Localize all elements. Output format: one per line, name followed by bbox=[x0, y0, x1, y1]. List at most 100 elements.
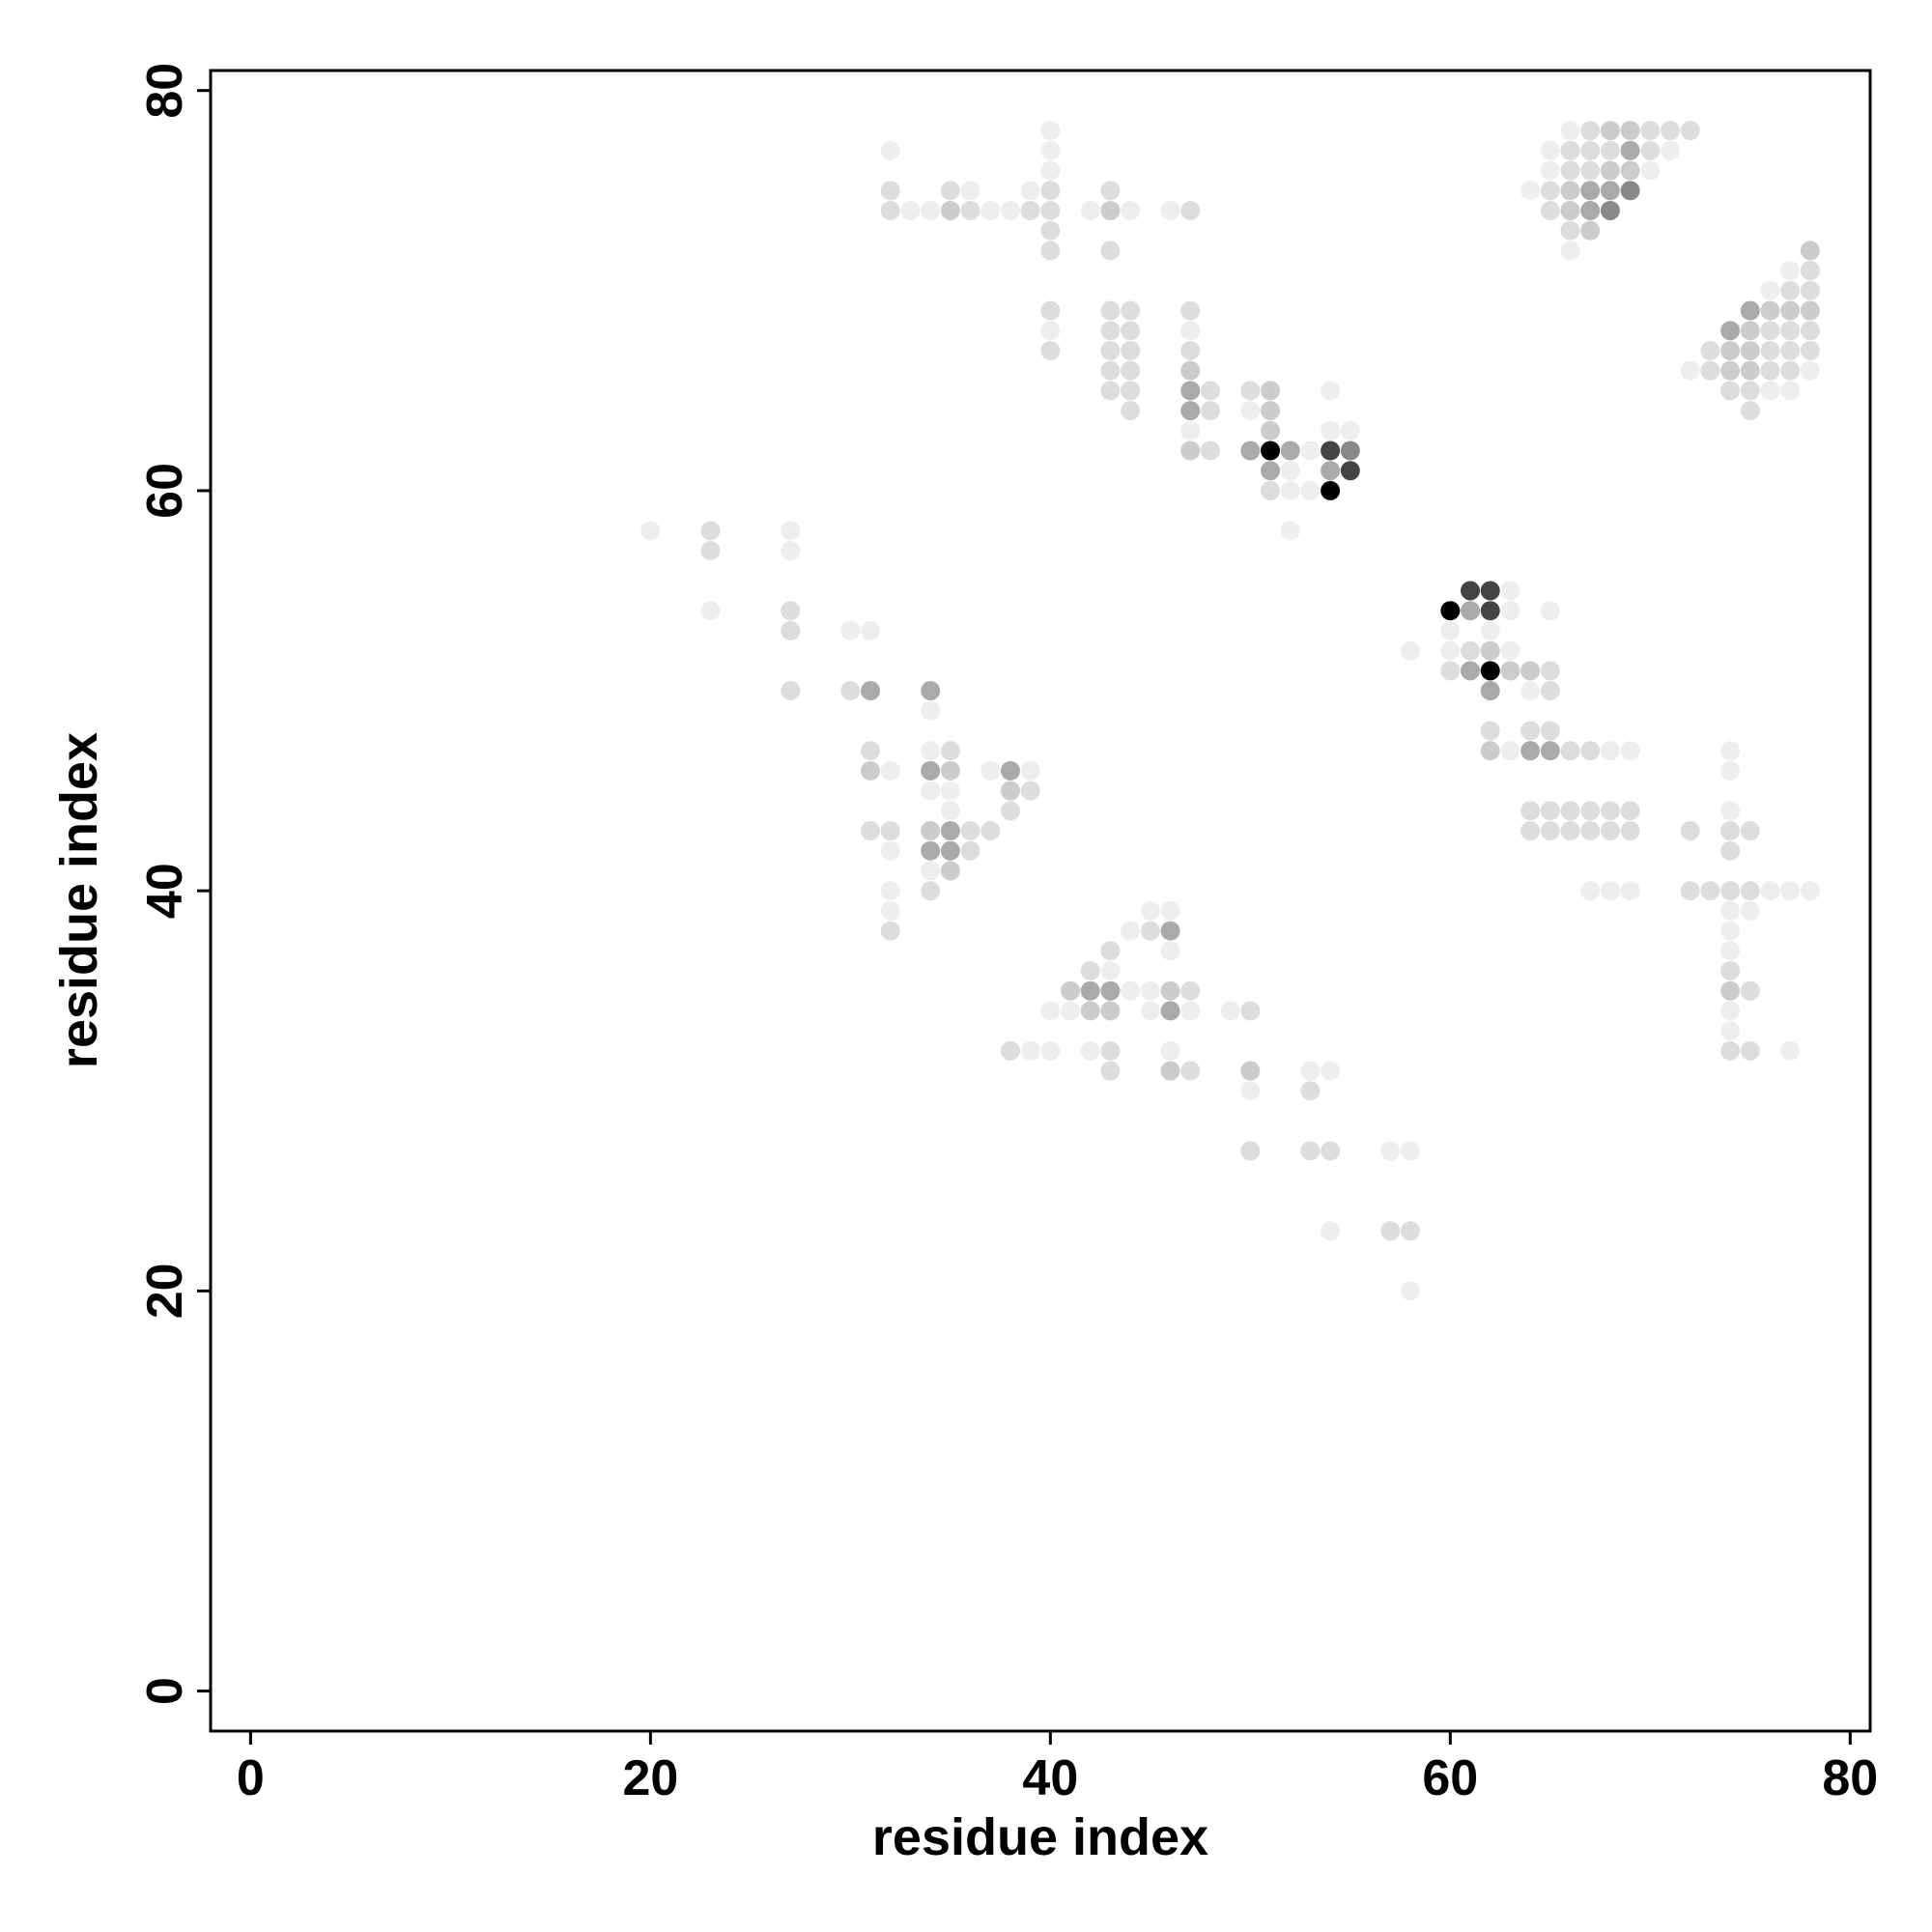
x-tick-label: 80 bbox=[1822, 1750, 1878, 1806]
contact-point bbox=[1240, 401, 1261, 421]
contact-point bbox=[1720, 941, 1741, 961]
contact-point bbox=[1040, 1040, 1061, 1061]
contact-point bbox=[1040, 160, 1061, 181]
contact-point bbox=[1280, 461, 1300, 481]
contact-point bbox=[1321, 420, 1341, 440]
contact-point bbox=[1200, 381, 1220, 401]
contact-point bbox=[1040, 241, 1061, 261]
contact-point bbox=[1261, 480, 1281, 500]
contact-point bbox=[1760, 300, 1780, 321]
contact-point bbox=[1280, 480, 1300, 500]
contact-point bbox=[940, 861, 960, 881]
contact-point bbox=[940, 781, 960, 801]
contact-point bbox=[1680, 821, 1700, 841]
contact-point bbox=[1300, 480, 1321, 500]
contact-point bbox=[940, 200, 960, 220]
contact-point bbox=[1040, 1001, 1061, 1021]
x-axis-title: residue index bbox=[872, 1808, 1208, 1866]
contact-point bbox=[1080, 1040, 1100, 1061]
contact-point bbox=[1720, 980, 1741, 1001]
contact-point bbox=[1580, 181, 1601, 201]
contact-point bbox=[1560, 741, 1580, 761]
contact-point bbox=[1140, 1001, 1160, 1021]
contact-point bbox=[1261, 440, 1281, 461]
contact-point bbox=[1720, 921, 1741, 941]
y-tick-label: 0 bbox=[137, 1677, 193, 1705]
contact-point bbox=[1720, 360, 1741, 381]
contact-point bbox=[1600, 160, 1620, 181]
contact-point bbox=[1300, 440, 1321, 461]
contact-point bbox=[1100, 300, 1121, 321]
contact-point bbox=[1720, 760, 1741, 781]
contact-point bbox=[1000, 760, 1020, 781]
contact-point bbox=[1720, 1021, 1741, 1041]
contact-point bbox=[1440, 601, 1461, 621]
contact-point bbox=[1620, 140, 1640, 160]
contact-point bbox=[1800, 321, 1820, 341]
contact-point bbox=[1540, 140, 1560, 160]
contact-point bbox=[1321, 1221, 1341, 1241]
contact-point bbox=[1600, 801, 1620, 821]
contact-point bbox=[1400, 640, 1420, 661]
contact-point bbox=[1600, 741, 1620, 761]
contact-point bbox=[1100, 321, 1121, 341]
contact-point bbox=[1100, 980, 1121, 1001]
contact-point bbox=[1780, 381, 1801, 401]
x-tick-label: 0 bbox=[237, 1750, 265, 1806]
contact-point bbox=[1560, 821, 1580, 841]
contact-point bbox=[1720, 1001, 1741, 1021]
contact-point bbox=[1760, 280, 1780, 300]
contact-point bbox=[1321, 461, 1341, 481]
contact-point bbox=[1160, 941, 1180, 961]
contact-point bbox=[1600, 200, 1620, 220]
contact-point bbox=[1600, 121, 1620, 141]
contact-point bbox=[1560, 801, 1580, 821]
contact-point bbox=[1580, 160, 1601, 181]
contact-point bbox=[1121, 300, 1141, 321]
contact-point bbox=[1480, 721, 1500, 741]
x-tick-label: 60 bbox=[1422, 1750, 1478, 1806]
contact-point bbox=[1720, 1040, 1741, 1061]
contact-point bbox=[1620, 741, 1640, 761]
contact-point bbox=[1640, 140, 1661, 160]
contact-point bbox=[1800, 241, 1820, 261]
contact-point bbox=[781, 521, 801, 541]
contact-point bbox=[1500, 640, 1520, 661]
contact-point bbox=[1700, 340, 1720, 360]
contact-point bbox=[1800, 300, 1820, 321]
contact-point bbox=[1300, 1061, 1321, 1081]
contact-point bbox=[880, 900, 900, 921]
contact-point bbox=[1720, 741, 1741, 761]
contact-point bbox=[1100, 1040, 1121, 1061]
contact-point bbox=[1140, 980, 1160, 1001]
contact-point bbox=[1680, 360, 1700, 381]
contact-point bbox=[1200, 401, 1220, 421]
contact-point bbox=[1500, 661, 1520, 681]
contact-point bbox=[1520, 681, 1541, 701]
contact-point bbox=[1661, 140, 1681, 160]
contact-point bbox=[1240, 1061, 1261, 1081]
contact-point bbox=[1461, 661, 1481, 681]
contact-point bbox=[1520, 821, 1541, 841]
contact-point bbox=[1321, 381, 1341, 401]
contact-point bbox=[900, 200, 921, 220]
contact-point bbox=[1600, 881, 1620, 901]
contact-point bbox=[1080, 980, 1100, 1001]
contact-point bbox=[1160, 1040, 1180, 1061]
contact-point bbox=[980, 200, 1001, 220]
contact-point bbox=[1000, 200, 1020, 220]
contact-point bbox=[1040, 321, 1061, 341]
contact-point bbox=[1180, 321, 1201, 341]
contact-point bbox=[921, 881, 941, 901]
contact-point bbox=[1400, 1221, 1420, 1241]
contact-point bbox=[1180, 401, 1201, 421]
contact-point bbox=[1380, 1141, 1401, 1161]
contact-point bbox=[1100, 181, 1121, 201]
contact-point bbox=[1661, 121, 1681, 141]
contact-point bbox=[861, 821, 881, 841]
contact-point bbox=[880, 181, 900, 201]
contact-point bbox=[1780, 360, 1801, 381]
contact-point bbox=[1180, 340, 1201, 360]
contact-point bbox=[960, 821, 980, 841]
contact-point bbox=[1580, 741, 1601, 761]
